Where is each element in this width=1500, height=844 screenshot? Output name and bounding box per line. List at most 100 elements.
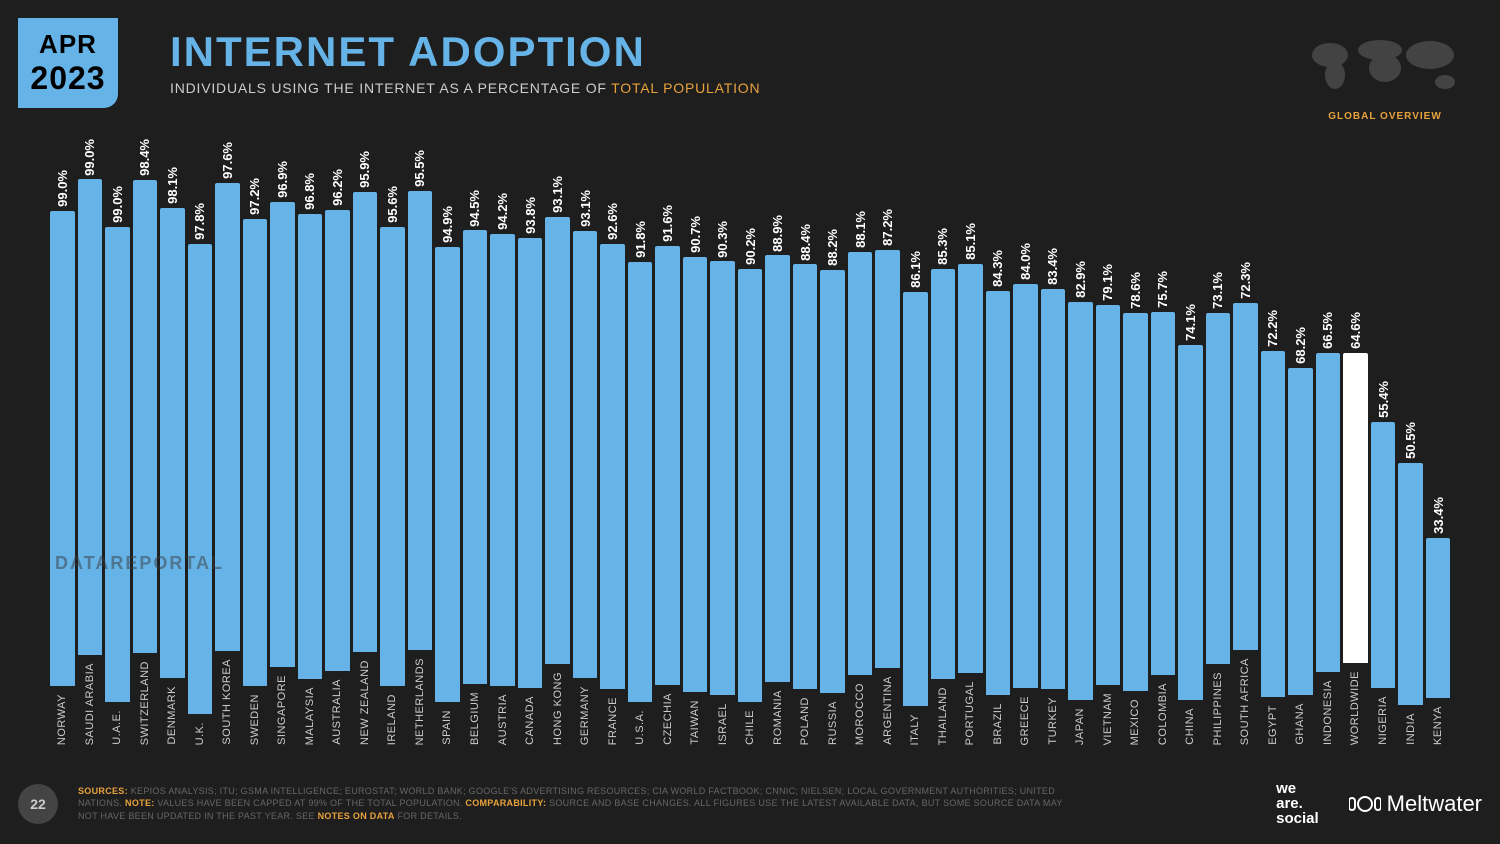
bar-label: WORLDWIDE [1349, 671, 1361, 745]
bar-wrap: 74.1%CHINA [1178, 304, 1203, 745]
bar-label: PORTUGAL [964, 681, 976, 745]
internet-adoption-chart: 99.0% NORWAY99.0% SAUDI ARABIA 99.0%U.A.E. 9… [50, 165, 1450, 745]
bar-value: 79.1% [1100, 264, 1115, 301]
meltwater-icon [1349, 794, 1381, 814]
bar [655, 246, 680, 686]
bar [683, 257, 708, 692]
subtitle-highlight: TOTAL POPULATION [611, 80, 760, 96]
bar-label: CHINA [1184, 708, 1196, 745]
bar-label: NORWAY [56, 694, 68, 745]
bar [1068, 302, 1093, 700]
bar-wrap: 33.4%KENYA [1426, 497, 1451, 745]
bar-wrap: 78.6%MEXICO [1123, 272, 1148, 745]
bar-label: POLAND [799, 697, 811, 745]
wearesocial-logo: weare.social [1276, 781, 1319, 826]
bar-value: 94.9% [440, 206, 455, 243]
bar-label: ROMANIA [772, 690, 784, 745]
bar-wrap: 95.6%IRELAND [380, 186, 405, 745]
bar [435, 247, 460, 703]
bar [848, 252, 873, 675]
bar-value: 93.1% [550, 176, 565, 213]
bar-wrap: 66.5%INDONESIA [1316, 312, 1341, 745]
bar [1233, 303, 1258, 650]
overview-label: GLOBAL OVERVIEW [1300, 111, 1470, 122]
bar-value: 88.1% [853, 211, 868, 248]
bar-value: 55.4% [1376, 381, 1391, 418]
bar-label: CANADA [524, 696, 536, 745]
bar [188, 244, 213, 713]
bar-value: 83.4% [1045, 248, 1060, 285]
watermark: DATAREPORTAL [55, 553, 224, 574]
bar-wrap: 90.2% CHILE [738, 228, 763, 745]
bar-label: ARGENTINA [882, 676, 894, 745]
bar-wrap: 85.1%PORTUGAL [958, 223, 983, 745]
bar-label: SOUTH AFRICA [1239, 658, 1251, 745]
bar-label: SINGAPORE [276, 675, 288, 745]
sources-label: SOURCES: [78, 786, 128, 796]
bar-label: PHILIPPINES [1212, 672, 1224, 745]
bar-label: SAUDI ARABIA [84, 663, 96, 745]
bar-value: 99.0% [82, 139, 97, 176]
bar-label: U.K. [194, 722, 206, 745]
bar-wrap: 90.7%TAIWAN [683, 216, 708, 745]
bar-value: 99.0% [55, 170, 70, 207]
bar [1288, 368, 1313, 695]
bar [243, 219, 268, 686]
bar-label: U.S.A. [634, 710, 646, 745]
bar [1261, 351, 1286, 698]
bar-label: CZECHIA [662, 693, 674, 745]
bar [78, 179, 103, 654]
bar-wrap: 98.1%DENMARK [160, 167, 185, 745]
bar-label: KENYA [1432, 706, 1444, 745]
bar [573, 231, 598, 678]
bar-wrap: 64.6%WORLDWIDE [1343, 312, 1368, 745]
bar-wrap: 85.3%THAILAND [931, 228, 956, 745]
bar-label: NIGERIA [1377, 696, 1389, 745]
bar [133, 180, 158, 652]
bar-value: 88.2% [825, 229, 840, 266]
bar-wrap: 99.0% NORWAY [50, 170, 75, 745]
bar [1398, 463, 1423, 705]
bar-wrap: 75.7% COLOMBIA [1151, 271, 1176, 745]
bar-wrap: 90.3%ISRAEL [710, 221, 735, 745]
bar-label: JAPAN [1074, 708, 1086, 745]
bar-value: 91.8% [633, 221, 648, 258]
bar-value: 93.1% [578, 190, 593, 227]
bar-value: 90.2% [743, 228, 758, 265]
bar-value: 96.2% [330, 169, 345, 206]
bar [628, 262, 653, 703]
bar-value: 96.8% [302, 173, 317, 210]
bar-label: NEW ZEALAND [359, 660, 371, 745]
bar-wrap: 96.9%SINGAPORE [270, 161, 295, 745]
bar-label: MALAYSIA [304, 687, 316, 745]
bar [160, 208, 185, 679]
bar-wrap: 96.2%AUSTRALIA [325, 169, 350, 745]
bar-wrap: 87.2%ARGENTINA [875, 209, 900, 745]
notes-link: NOTES ON DATA [318, 811, 395, 821]
bar-wrap: 93.8%CANADA [518, 197, 543, 745]
bar [958, 264, 983, 672]
bar-label: EGYPT [1267, 705, 1279, 745]
bar-wrap: 86.1%ITALY [903, 251, 928, 745]
bar-label: VIETNAM [1102, 693, 1114, 745]
bar-value: 90.7% [688, 216, 703, 253]
header: INTERNET ADOPTION INDIVIDUALS USING THE … [170, 28, 760, 96]
bar-label: AUSTRIA [497, 694, 509, 745]
bar-wrap: 88.1%MOROCCO [848, 211, 873, 745]
bar-label: CHILE [744, 710, 756, 745]
bar-wrap: 99.0%U.A.E. [105, 186, 130, 745]
bar-wrap: 88.4%POLAND [793, 224, 818, 745]
bar-label: COLOMBIA [1157, 683, 1169, 745]
page-subtitle: INDIVIDUALS USING THE INTERNET AS A PERC… [170, 80, 760, 96]
meltwater-text: Meltwater [1387, 791, 1482, 817]
footer: 22 SOURCES: KEPIOS ANALYSIS; ITU; GSMA I… [18, 781, 1482, 826]
meltwater-logo: Meltwater [1349, 791, 1482, 817]
bar [1123, 313, 1148, 690]
bar-label: SPAIN [441, 710, 453, 745]
bar-wrap: 98.4%SWITZERLAND [133, 139, 158, 745]
date-year: 2023 [30, 60, 105, 97]
bar-value: 75.7% [1155, 271, 1170, 308]
world-map-icon [1300, 30, 1470, 100]
bar-value: 84.0% [1018, 243, 1033, 280]
bar-value: 85.3% [935, 228, 950, 265]
